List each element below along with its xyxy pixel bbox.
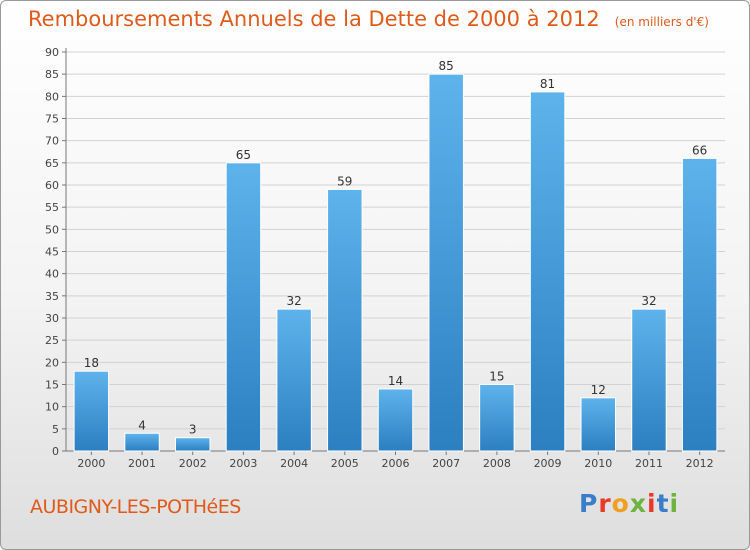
y-tick-label: 45 xyxy=(45,246,59,259)
y-tick-label: 0 xyxy=(52,445,59,458)
y-tick-label: 15 xyxy=(45,379,59,392)
y-tick-label: 35 xyxy=(45,290,59,303)
bar xyxy=(276,308,312,452)
y-tick-label: 65 xyxy=(45,157,59,170)
data-label: 85 xyxy=(439,59,454,73)
logo-letter: t xyxy=(656,489,670,518)
logo-letter: P xyxy=(579,489,599,518)
y-tick-label: 90 xyxy=(45,46,59,59)
bar xyxy=(580,397,617,452)
logo-letter: i xyxy=(669,489,680,518)
y-tick-label: 40 xyxy=(45,268,59,281)
y-tick-label: 70 xyxy=(45,135,59,148)
logo-letter: x xyxy=(629,489,647,518)
data-label: 15 xyxy=(489,370,504,384)
bar xyxy=(377,388,414,452)
data-label: 66 xyxy=(692,143,707,157)
x-tick-label: 2009 xyxy=(534,457,562,470)
bar xyxy=(174,437,211,452)
chart-title-text: Remboursements Annuels de la Dette de 20… xyxy=(28,7,600,31)
x-tick-label: 2005 xyxy=(331,457,359,470)
data-label: 12 xyxy=(591,383,606,397)
y-tick-label: 30 xyxy=(45,312,59,325)
y-tick-label: 10 xyxy=(45,401,59,414)
logo-letter: r xyxy=(598,489,612,518)
bar xyxy=(124,432,160,452)
x-tick-label: 2004 xyxy=(280,457,308,470)
y-tick-label: 85 xyxy=(45,68,59,81)
data-label: 81 xyxy=(540,77,555,91)
x-tick-label: 2001 xyxy=(128,457,156,470)
x-tick-label: 2006 xyxy=(382,457,410,470)
y-tick-label: 80 xyxy=(45,90,59,103)
data-label: 4 xyxy=(138,418,146,432)
data-label: 32 xyxy=(641,294,656,308)
data-label: 59 xyxy=(337,174,352,188)
bar xyxy=(631,308,667,452)
bar xyxy=(479,384,515,452)
data-label: 65 xyxy=(236,148,251,162)
y-tick-label: 5 xyxy=(52,423,59,436)
x-tick-label: 2011 xyxy=(635,457,663,470)
x-tick-label: 2012 xyxy=(686,457,714,470)
labels: 0 5 10 15 20 25 30 35 40 45 50 55 60 65 70 75 80 85 90 18 20… xyxy=(45,46,714,470)
bar xyxy=(681,157,718,452)
data-label: 18 xyxy=(84,356,99,370)
proxiti-logo: Proxiti xyxy=(579,489,679,518)
y-tick-label: 55 xyxy=(45,201,59,214)
x-tick-label: 2007 xyxy=(432,457,460,470)
data-label: 14 xyxy=(388,374,403,388)
data-label: 32 xyxy=(286,294,301,308)
chart-unit-label: (en milliers d'€) xyxy=(614,15,709,29)
bar xyxy=(327,188,363,452)
bar xyxy=(73,370,110,452)
x-tick-label: 2003 xyxy=(229,457,257,470)
y-tick-label: 25 xyxy=(45,334,59,347)
y-tick-label: 50 xyxy=(45,223,59,236)
x-tick-label: 2000 xyxy=(77,457,105,470)
bar xyxy=(225,162,262,452)
logo-letter: o xyxy=(611,489,630,518)
y-tick-label: 75 xyxy=(45,113,59,126)
y-tick-label: 20 xyxy=(45,356,59,369)
chart-title: Remboursements Annuels de la Dette de 20… xyxy=(28,7,709,31)
logo-letter: i xyxy=(647,489,657,518)
y-tick-label: 60 xyxy=(45,179,59,192)
bars xyxy=(73,73,718,452)
data-label: 3 xyxy=(189,423,197,437)
x-tick-label: 2002 xyxy=(179,457,207,470)
bar xyxy=(428,73,464,452)
commune-name: AUBIGNY-LES-POTHéES xyxy=(30,496,241,518)
bar xyxy=(529,91,566,452)
x-tick-label: 2008 xyxy=(483,457,511,470)
x-tick-label: 2010 xyxy=(584,457,612,470)
